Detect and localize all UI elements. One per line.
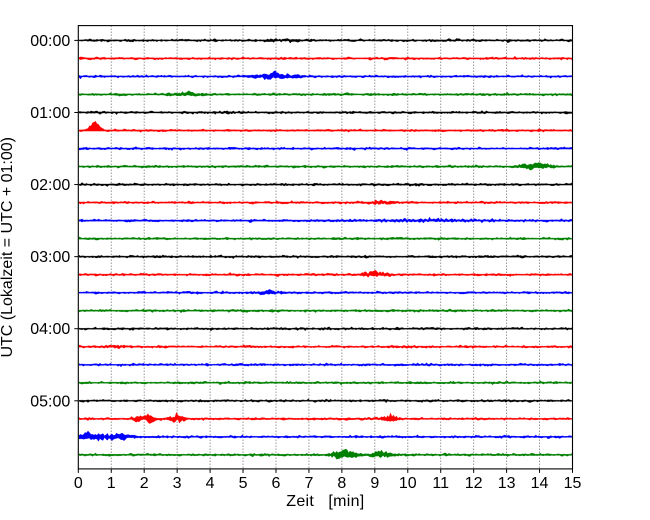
svg-text:5: 5	[239, 475, 248, 492]
svg-text:13: 13	[498, 475, 516, 492]
svg-text:4: 4	[206, 475, 215, 492]
svg-text:03:00: 03:00	[30, 249, 70, 266]
svg-text:9: 9	[370, 475, 379, 492]
svg-text:14: 14	[531, 475, 549, 492]
svg-text:7: 7	[304, 475, 313, 492]
svg-text:3: 3	[173, 475, 182, 492]
svg-text:10: 10	[399, 475, 417, 492]
svg-text:6: 6	[272, 475, 281, 492]
svg-text:12: 12	[465, 475, 483, 492]
svg-text:2: 2	[140, 475, 149, 492]
svg-text:00:00: 00:00	[30, 33, 70, 50]
svg-text:15: 15	[564, 475, 582, 492]
svg-text:05:00: 05:00	[30, 393, 70, 410]
svg-text:Zeit [min]: Zeit [min]	[286, 493, 364, 510]
svg-text:04:00: 04:00	[30, 321, 70, 338]
svg-text:11: 11	[432, 475, 449, 492]
svg-text:1: 1	[107, 475, 116, 492]
svg-text:02:00: 02:00	[30, 177, 70, 194]
svg-text:01:00: 01:00	[30, 105, 70, 122]
svg-text:UTC (Lokalzeit = UTC + 01:00): UTC (Lokalzeit = UTC + 01:00)	[0, 137, 16, 358]
svg-text:8: 8	[337, 475, 346, 492]
svg-text:0: 0	[74, 475, 83, 492]
